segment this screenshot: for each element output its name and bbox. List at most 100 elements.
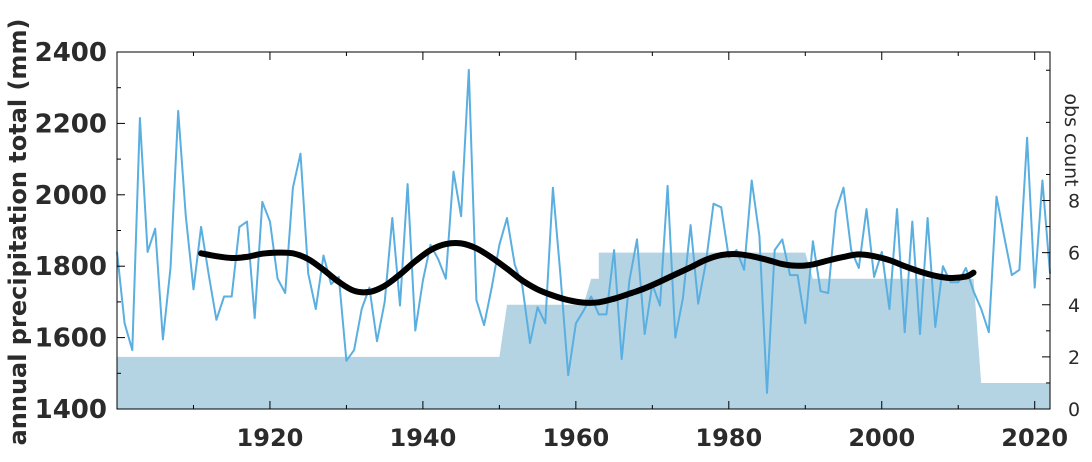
annual-point — [452, 170, 455, 173]
axes — [116, 51, 1051, 410]
annual-point — [919, 333, 921, 335]
annual-point — [353, 349, 355, 351]
annual-point — [146, 251, 149, 253]
annual-point — [934, 326, 937, 328]
smoothed-line — [198, 239, 977, 306]
annual-point — [605, 313, 608, 316]
annual-point — [995, 195, 998, 198]
annual-point — [445, 277, 447, 280]
annual-point — [926, 217, 929, 219]
y-tick-label: 2200 — [35, 109, 107, 139]
y-tick-label: 2400 — [35, 38, 107, 68]
y2-tick-label: 2 — [1068, 347, 1080, 369]
annual-point — [850, 249, 852, 251]
annual-point — [299, 152, 302, 155]
annual-point — [659, 304, 661, 307]
y2-tick-label: 8 — [1068, 191, 1080, 213]
annual-point — [261, 201, 264, 203]
annual-point — [307, 272, 310, 275]
annual-point — [276, 277, 279, 280]
x-tick-label: 2020 — [1001, 424, 1068, 452]
annual-point — [468, 69, 470, 71]
annual-point — [896, 208, 898, 210]
annual-point — [819, 290, 822, 293]
annual-point — [162, 338, 164, 341]
annual-point — [269, 220, 271, 223]
annual-point — [345, 360, 348, 362]
annual-point — [674, 336, 677, 339]
annual-point — [972, 290, 975, 293]
annual-point — [1018, 269, 1021, 271]
tick-labels: 1400 1600 1800 2000 2200 2400 1920 1940 1960 1980… — [35, 38, 1080, 452]
annual-point — [559, 276, 562, 278]
annual-point — [743, 269, 745, 271]
annual-point — [552, 186, 554, 189]
annual-point — [208, 274, 210, 276]
annual-point — [750, 179, 753, 182]
annual-point — [284, 292, 287, 294]
x-tick-label: 1960 — [542, 424, 609, 452]
annual-point — [949, 281, 952, 284]
annual-point — [123, 322, 126, 325]
annual-point — [529, 342, 531, 344]
annual-point — [858, 267, 860, 269]
annual-point — [131, 349, 134, 351]
annual-point — [177, 110, 179, 112]
annual-point — [1026, 136, 1028, 139]
x-tick-label: 1980 — [695, 424, 762, 452]
annual-point — [192, 288, 195, 291]
annual-point — [322, 254, 325, 257]
annual-point — [506, 217, 508, 219]
annual-point — [200, 226, 202, 228]
annual-point — [391, 217, 394, 219]
annual-point — [215, 319, 218, 321]
annual-point — [238, 226, 241, 228]
annual-point — [781, 238, 784, 241]
annual-point — [888, 308, 891, 310]
annual-point — [842, 186, 845, 189]
annual-point — [682, 297, 684, 300]
annual-point — [567, 374, 569, 376]
annual-point — [865, 208, 868, 210]
annual-point — [988, 331, 990, 334]
annual-point — [881, 251, 883, 253]
annual-point — [330, 283, 332, 285]
y-tick-label: 1400 — [35, 395, 107, 425]
annual-point — [399, 304, 401, 307]
annual-point — [965, 267, 967, 269]
annual-point — [521, 285, 524, 287]
annual-point — [773, 249, 776, 251]
annual-point — [406, 183, 409, 185]
annual-point — [483, 324, 485, 326]
obs-count-area — [117, 252, 1050, 409]
annual-point — [720, 206, 722, 209]
annual-point — [475, 299, 478, 301]
annual-point — [598, 313, 600, 316]
smoothed-series — [198, 239, 977, 306]
annual-point — [827, 292, 829, 294]
annual-point — [544, 322, 547, 325]
annual-point — [835, 210, 837, 212]
annual-point — [590, 295, 592, 298]
annual-point — [613, 249, 615, 251]
annual-point — [942, 265, 944, 268]
annual-point — [230, 295, 233, 298]
obs-count-fill — [117, 252, 1050, 409]
annual-point — [643, 333, 646, 335]
annual-point — [368, 286, 371, 289]
annual-point — [429, 244, 432, 246]
annual-point — [582, 310, 585, 312]
y2-tick-label: 0 — [1068, 399, 1080, 421]
x-tick-label: 1920 — [237, 424, 304, 452]
annual-point — [383, 301, 386, 303]
annual-point — [139, 117, 141, 119]
annual-point — [796, 274, 799, 276]
annual-point — [575, 322, 577, 325]
annual-point — [980, 308, 982, 310]
annual-point — [911, 220, 914, 223]
y2-axis-label: obs count — [1060, 93, 1082, 186]
annual-point — [628, 279, 631, 282]
annual-point — [1011, 274, 1013, 276]
annual-point — [513, 263, 516, 266]
y-tick-label: 2000 — [35, 181, 107, 211]
